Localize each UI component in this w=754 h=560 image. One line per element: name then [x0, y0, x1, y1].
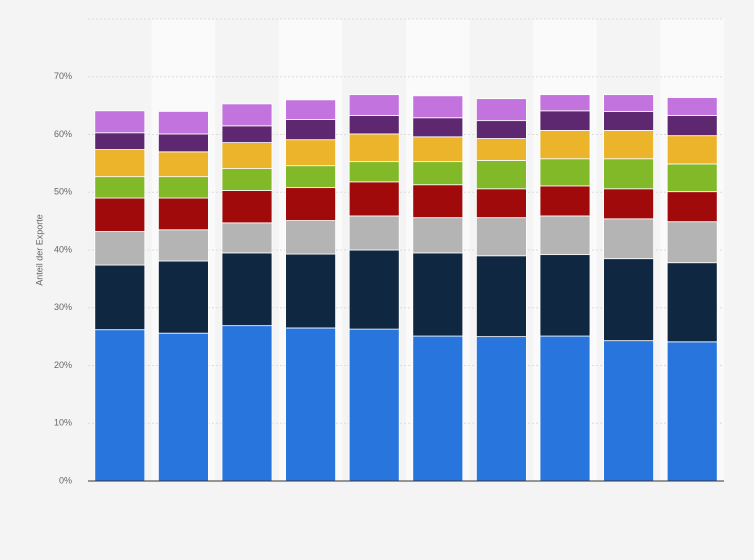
bar-segment	[348, 161, 400, 183]
bar-segment	[221, 325, 273, 482]
bar-segment	[666, 115, 718, 137]
bar-segment	[666, 163, 718, 193]
bar-segment	[603, 340, 654, 482]
bar-segment	[348, 249, 400, 330]
bar-segment	[348, 215, 400, 251]
bar-segment	[603, 158, 654, 190]
bar-segment	[94, 329, 146, 482]
bar-segment	[94, 110, 146, 134]
bar-segment	[412, 161, 464, 186]
bar-segment	[475, 138, 527, 161]
bar-segment	[412, 136, 464, 163]
bar-segment	[475, 98, 527, 122]
bar-segment	[157, 229, 209, 262]
bar-segment	[539, 254, 591, 337]
bar-segment	[94, 264, 146, 331]
bar-segment	[221, 168, 273, 191]
bar-segment	[221, 190, 273, 224]
bar-segment	[603, 258, 654, 342]
bar-segment	[285, 119, 337, 141]
bar-segment	[475, 336, 527, 482]
bar-segment	[221, 103, 273, 127]
bar-segment	[285, 139, 337, 167]
bar-segment	[475, 217, 527, 257]
bar-segment	[94, 176, 146, 199]
bar-segment	[539, 185, 591, 217]
bar-segment	[412, 335, 464, 482]
bar-segment	[94, 231, 146, 266]
y-tick-label: 40%	[54, 244, 72, 254]
bar-segment	[157, 260, 209, 334]
bar-segment	[666, 221, 718, 264]
bar-segment	[157, 133, 209, 153]
bar-segment	[603, 94, 654, 112]
bar-segment	[221, 142, 273, 169]
bar-segment	[539, 110, 591, 131]
y-tick-label: 0%	[59, 475, 72, 485]
bar-segment	[157, 151, 209, 178]
bar-segment	[475, 160, 527, 190]
bar-segment	[666, 262, 718, 343]
y-tick-label: 70%	[54, 71, 72, 81]
bar-segment	[475, 255, 527, 338]
bar-segment	[348, 133, 400, 163]
y-tick-label: 20%	[54, 360, 72, 370]
bar-segment	[603, 111, 654, 131]
bar-segment	[94, 149, 146, 178]
bar-segment	[475, 188, 527, 219]
bar-segment	[539, 158, 591, 187]
bar-segment	[157, 111, 209, 135]
bar-segment	[666, 97, 718, 116]
bar-segment	[285, 165, 337, 189]
y-axis-label: Anteil der Exporte	[34, 214, 44, 286]
bar-segment	[412, 184, 464, 219]
bar-segment	[348, 115, 400, 135]
bar-segment	[348, 328, 400, 482]
bar-segment	[285, 99, 337, 120]
bar-segment	[157, 332, 209, 482]
bar-segment	[221, 222, 273, 254]
bar-segment	[603, 188, 654, 220]
bar-segment	[539, 335, 591, 482]
bar-segment	[157, 176, 209, 199]
bar-segment	[603, 130, 654, 160]
bar-segment	[94, 197, 146, 232]
bar-segment	[475, 120, 527, 139]
bar-segment	[94, 132, 146, 150]
bar-segment	[285, 187, 337, 221]
bar-segment	[412, 217, 464, 254]
bar-segment	[285, 327, 337, 482]
bar-segment	[539, 215, 591, 256]
bar-segment	[221, 125, 273, 143]
bar-segment	[539, 94, 591, 112]
bar-segment	[221, 252, 273, 327]
bar-segment	[539, 130, 591, 160]
bar-segment	[412, 117, 464, 138]
bar-segment	[666, 191, 718, 223]
bar-segment	[603, 218, 654, 260]
bar-segment	[666, 341, 718, 482]
bar-segment	[412, 95, 464, 119]
y-tick-label: 60%	[54, 129, 72, 139]
bar-segment	[412, 252, 464, 337]
y-tick-label: 50%	[54, 187, 72, 197]
bar-segment	[285, 220, 337, 255]
bar-segment	[285, 253, 337, 329]
bar-segment	[666, 135, 718, 165]
bar-segment	[348, 181, 400, 217]
y-tick-label: 10%	[54, 418, 72, 428]
bar-segment	[157, 197, 209, 231]
y-tick-label: 30%	[54, 302, 72, 312]
bar-segment	[348, 94, 400, 116]
